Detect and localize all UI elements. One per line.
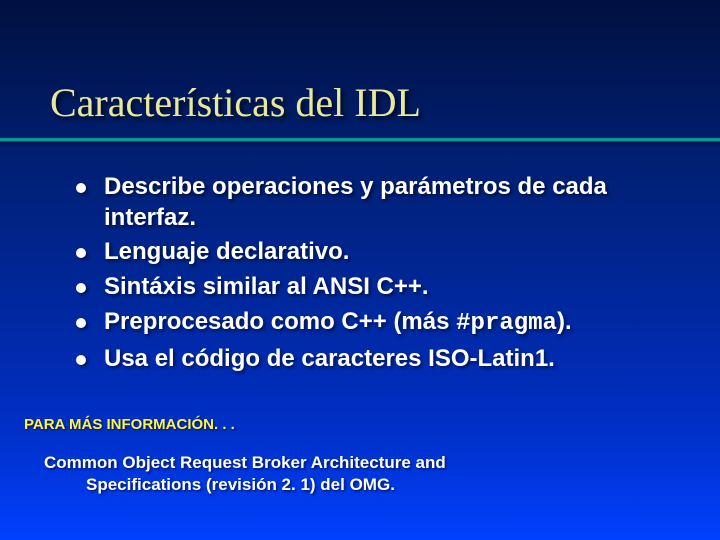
- bullet-text-suffix: ).: [557, 308, 572, 335]
- bullet-text: Lenguaje declarativo.: [104, 238, 349, 265]
- bullet-item: Usa el código de caracteres ISO-Latin1.: [74, 344, 672, 375]
- bullet-text: Sintáxis similar al ANSI C++.: [104, 273, 429, 300]
- bullet-text: Usa el código de caracteres ISO-Latin1.: [104, 345, 555, 372]
- slide-title: Características del IDL: [50, 82, 670, 124]
- reference-line1: Common Object Request Broker Architectur…: [44, 453, 446, 472]
- accent-line: [0, 138, 720, 142]
- more-info-label: PARA MÁS INFORMACIÓN. . .: [24, 416, 235, 433]
- bullet-text-prefix: Preprocesado como C++ (más: [104, 308, 456, 335]
- slide: Características del IDL Describe operaci…: [0, 0, 720, 540]
- bullet-text: Describe operaciones y parámetros de cad…: [104, 173, 607, 231]
- reference-line2: Specifications (revisión 2. 1) del OMG.: [44, 474, 644, 496]
- title-container: Características del IDL: [50, 82, 670, 124]
- bullet-item: Describe operaciones y parámetros de cad…: [74, 172, 672, 233]
- bullet-item: Lenguaje declarativo.: [74, 237, 672, 268]
- bullet-item: Preprocesado como C++ (más #pragma).: [74, 307, 672, 340]
- reference: Common Object Request Broker Architectur…: [44, 452, 644, 496]
- bullet-code: #pragma: [456, 310, 557, 337]
- bullet-item: Sintáxis similar al ANSI C++.: [74, 272, 672, 303]
- bullet-list: Describe operaciones y parámetros de cad…: [74, 172, 672, 378]
